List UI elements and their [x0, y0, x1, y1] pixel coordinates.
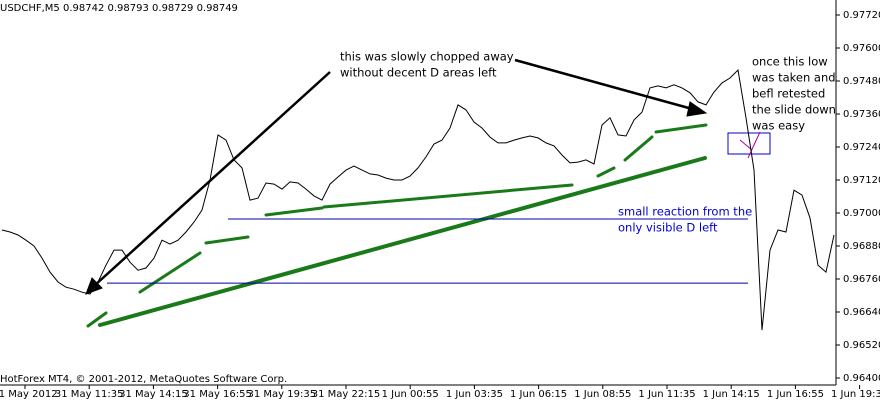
annotation: without decent D areas left [340, 66, 497, 80]
x-tick-label: 1 Jun 06:15 [510, 389, 567, 400]
x-tick-label: 31 May 19:35 [248, 389, 317, 400]
x-tick-label: 31 May 16:55 [183, 389, 252, 400]
y-tick-label: 0.97720 [843, 10, 880, 21]
annotation: was taken and [752, 71, 836, 85]
price-line [1, 68, 835, 331]
x-tick-label: 1 Jun 19:35 [831, 389, 880, 400]
annotation: once this low [752, 55, 828, 69]
box-marks [739, 131, 761, 159]
highlight-box [727, 132, 771, 155]
x-tick-label: 31 May 14:15 [119, 389, 188, 400]
x-tick-label: 1 Jun 16:55 [767, 389, 824, 400]
x-tick-label: 1 Jun 00:55 [382, 389, 439, 400]
x-tick-label: 31 May 2012 [0, 389, 58, 400]
arrows [85, 58, 708, 295]
trend-lines [86, 123, 708, 328]
chart-header: USDCHF,M5 0.98742 0.98793 0.98729 0.9874… [0, 3, 238, 14]
annotation: small reaction from the [618, 205, 752, 219]
x-tick-label: 1 Jun 14:15 [703, 389, 760, 400]
annotation: was easy [752, 119, 805, 133]
annotation: befl retested [752, 87, 825, 101]
annotation: the slide down [752, 103, 836, 117]
x-tick-label: 31 May 11:35 [55, 389, 124, 400]
annotation: this was slowly chopped away [340, 50, 514, 64]
x-tick-label: 1 Jun 03:35 [446, 389, 503, 400]
x-tick-label: 1 Jun 11:35 [638, 389, 695, 400]
x-tick-label: 31 May 22:15 [312, 389, 381, 400]
x-tick-label: 1 Jun 08:55 [574, 389, 631, 400]
annotation: only visible D left [618, 221, 718, 235]
chart-footer: HotForex MT4, © 2001-2012, MetaQuotes So… [0, 374, 287, 385]
